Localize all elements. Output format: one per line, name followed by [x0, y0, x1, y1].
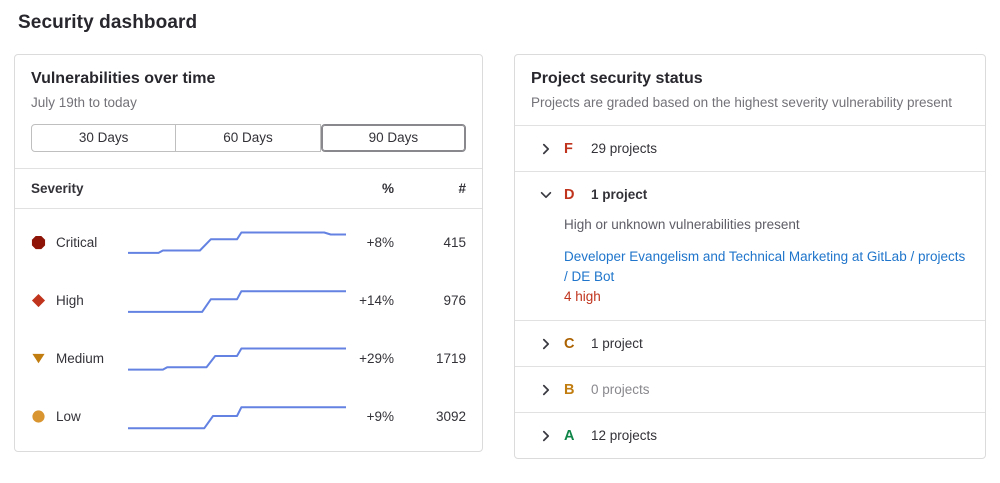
day-range-button-group: 30 Days 60 Days 90 Days	[31, 124, 467, 152]
grade-row-f[interactable]: F 29 projects	[515, 126, 985, 171]
severity-high-icon	[31, 293, 46, 308]
vulnerability-finding-count: 4 high	[564, 289, 601, 305]
grade-count: 29 projects	[591, 141, 658, 156]
chevron-right-icon	[539, 142, 553, 156]
grade-letter-c: C	[564, 335, 575, 352]
severity-label: Low	[56, 408, 81, 424]
count-value: 976	[443, 292, 467, 308]
count-column-header: #	[458, 181, 467, 196]
severity-medium-icon	[31, 351, 46, 366]
severity-column-header: Severity	[31, 181, 84, 196]
grade-letter-d: D	[564, 186, 575, 203]
grade-d-details: High or unknown vulnerabilities present …	[515, 217, 985, 320]
severity-row-high: High +14% 976	[15, 271, 482, 329]
vuln-date-range: July 19th to today	[31, 95, 137, 110]
range-button-90-days[interactable]: 90 Days	[320, 124, 467, 152]
severity-row-medium: Medium +29% 1719	[15, 329, 482, 387]
percent-change-value: +9%	[366, 408, 395, 424]
range-button-60-days[interactable]: 60 Days	[176, 124, 321, 152]
high-sparkline-chart	[128, 290, 346, 313]
range-button-30-days[interactable]: 30 Days	[31, 124, 177, 152]
grade-letter-b: B	[564, 381, 575, 398]
low-sparkline-chart	[128, 406, 346, 430]
divider	[515, 171, 985, 172]
vuln-panel-title: Vulnerabilities over time	[31, 70, 216, 87]
percent-change-value: +29%	[359, 350, 395, 366]
divider	[15, 208, 483, 209]
severity-label: Medium	[56, 350, 105, 366]
project-security-status-panel: Project security status Projects are gra…	[514, 54, 986, 460]
severity-label: Critical	[56, 234, 98, 250]
grade-letter-f: F	[564, 140, 573, 157]
divider	[15, 168, 483, 169]
project-link[interactable]: Developer Evangelism and Technical Marke…	[564, 249, 966, 284]
severity-low-icon	[31, 409, 46, 424]
severity-label: High	[56, 292, 84, 308]
severity-row-low: Low +9% 3092	[15, 387, 482, 445]
grade-count: 0 projects	[591, 382, 650, 398]
grade-row-c[interactable]: C 1 project	[515, 321, 985, 366]
vulnerabilities-over-time-panel: Vulnerabilities over time July 19th to t…	[14, 54, 484, 452]
chevron-right-icon	[539, 429, 553, 443]
chevron-right-icon	[539, 337, 553, 351]
percent-column-header: %	[382, 181, 395, 196]
severity-row-critical: Critical +8% 415	[15, 213, 482, 271]
count-value: 1719	[435, 350, 467, 366]
critical-sparkline-chart	[128, 231, 346, 254]
percent-change-value: +8%	[366, 234, 395, 250]
grade-row-d[interactable]: D 1 project	[515, 172, 985, 217]
percent-change-value: +14%	[359, 292, 395, 308]
divider	[515, 320, 985, 322]
grade-letter-a: A	[564, 427, 575, 444]
divider	[515, 125, 985, 126]
severity-table-header: Severity % #	[15, 169, 482, 208]
grade-row-b[interactable]: B 0 projects	[515, 367, 985, 412]
grade-count: 1 project	[591, 336, 643, 352]
count-value: 415	[443, 234, 467, 250]
page-title: Security dashboard	[18, 12, 198, 33]
security-dashboard-page: Security dashboard Vulnerabilities over …	[14, 12, 986, 460]
medium-sparkline-chart	[128, 347, 346, 371]
chevron-down-icon	[539, 188, 553, 202]
status-panel-title: Project security status	[531, 70, 703, 87]
grade-row-a[interactable]: A 12 projects	[515, 413, 985, 458]
count-value: 3092	[435, 408, 467, 424]
severity-critical-icon	[31, 235, 46, 250]
grade-description: High or unknown vulnerabilities present	[564, 217, 800, 232]
divider	[515, 412, 985, 414]
chevron-right-icon	[539, 383, 553, 397]
status-panel-subtitle: Projects are graded based on the highest…	[531, 95, 953, 110]
grade-count: 12 projects	[591, 428, 658, 444]
divider	[515, 366, 985, 368]
grade-count: 1 project	[591, 187, 648, 202]
